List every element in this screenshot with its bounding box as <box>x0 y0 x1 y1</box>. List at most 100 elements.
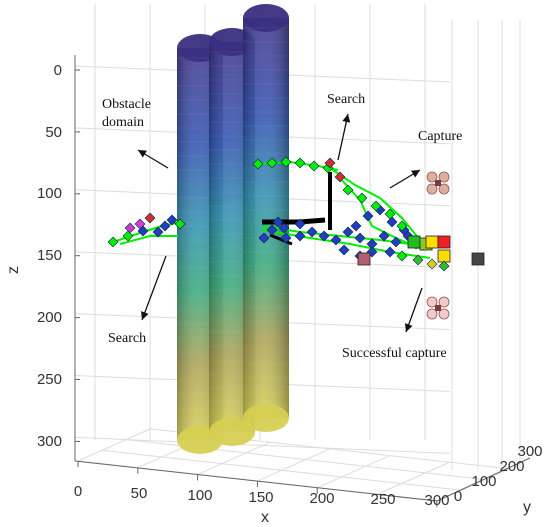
obstacle-cylinder <box>243 4 289 432</box>
grid-line <box>197 441 270 475</box>
annotation-search-right: Search <box>327 92 365 107</box>
x-tick-label: 50 <box>131 485 148 502</box>
agent-square <box>437 235 451 249</box>
agent-square <box>471 252 485 266</box>
path-marker <box>294 157 306 169</box>
path-marker <box>272 216 284 228</box>
y-axis-label: y <box>523 499 531 516</box>
path-marker <box>252 158 264 170</box>
x-tick-label: 200 <box>309 490 334 507</box>
path-marker <box>122 230 134 242</box>
path-marker <box>384 208 396 220</box>
annotation-search-left: Search <box>108 331 146 346</box>
path-marker <box>266 224 278 236</box>
annotation-capture: Capture <box>418 129 462 144</box>
drone-rotor <box>438 171 450 183</box>
path-marker <box>266 157 278 169</box>
grid-line <box>257 448 330 482</box>
grid-line <box>101 449 463 491</box>
path-black-intercept <box>262 217 326 225</box>
path-marker <box>134 218 146 230</box>
annotation-arrows <box>137 113 423 333</box>
drone-rotor <box>426 183 438 195</box>
z-tick-label: 300 <box>37 433 62 450</box>
path-capture <box>329 167 421 241</box>
arrow-search-left <box>141 255 167 321</box>
drone-rotor <box>426 171 438 183</box>
y-tick-label: 100 <box>471 473 496 490</box>
annotation-obstacle-domain: Obstacle domain <box>102 97 151 130</box>
y-tick-label: 0 <box>454 488 462 505</box>
path-marker <box>390 236 402 248</box>
x-tick-label: 150 <box>248 489 273 506</box>
annotation-successful-capture: Successful capture <box>342 346 447 361</box>
obstacle-domain <box>177 4 289 454</box>
path-marker <box>378 230 390 242</box>
z-tick-label: 250 <box>37 371 62 388</box>
agent-square <box>425 235 439 249</box>
z-axis-ticks: 0 50 100 150 200 250 300 <box>37 62 62 450</box>
y-tick-label: 300 <box>517 443 542 460</box>
agent-square <box>437 249 451 263</box>
arrow-successful-capture-head <box>404 323 413 332</box>
drone-body <box>435 180 441 186</box>
z-tick-label: 200 <box>37 309 62 326</box>
grid-line <box>376 462 450 495</box>
cylinder-bottom-cap <box>243 404 289 432</box>
x-axis-ticks: 0 50 100 150 200 250 300 <box>74 483 450 509</box>
x-tick-label: 0 <box>74 483 82 500</box>
x-tick-label: 300 <box>424 492 449 509</box>
path-marker <box>144 212 156 224</box>
captured-drone-icon <box>426 296 450 320</box>
x-tick-label: 250 <box>370 491 395 508</box>
path-left-search-low <box>119 235 178 245</box>
path-marker <box>412 254 424 266</box>
agent-square <box>357 252 371 266</box>
x-axis-label: x <box>261 509 269 526</box>
path-marker <box>308 160 320 172</box>
z-axis-label: z <box>5 266 22 274</box>
arrow-obstacle-domain-head <box>138 150 147 158</box>
path-marker <box>280 232 292 244</box>
cylinder-shading <box>243 18 289 418</box>
y-axis-line <box>436 457 531 502</box>
path-marker <box>124 222 136 234</box>
z-tick-label: 0 <box>54 62 62 79</box>
path-marker <box>107 236 119 248</box>
path-marker <box>159 220 171 232</box>
annotation-text: Obstacle <box>102 97 151 112</box>
cylinder-top-cap <box>243 4 289 32</box>
path-capture <box>337 175 425 251</box>
agent-markers <box>107 156 485 320</box>
path-marker <box>166 214 178 226</box>
y-axis-ticks: 0 100 200 300 <box>454 443 543 505</box>
path-marker <box>354 232 366 244</box>
path-marker <box>356 192 368 204</box>
path-marker <box>342 226 354 238</box>
path-marker <box>174 218 186 230</box>
path-marker <box>384 246 396 258</box>
z-tick-label: 150 <box>37 247 62 264</box>
arrow-search-left-head <box>141 311 149 320</box>
path-marker <box>338 244 350 256</box>
path-marker <box>350 220 362 232</box>
drone-rotor <box>438 296 450 308</box>
path-marker <box>318 230 330 242</box>
path-marker <box>258 232 270 244</box>
grid-line <box>77 428 151 462</box>
path-marker <box>152 226 164 238</box>
grid-line <box>316 455 390 489</box>
x-axis-line <box>74 460 438 502</box>
cylinder-bottom-cap <box>209 418 255 446</box>
drone-rotor <box>438 183 450 195</box>
path-marker <box>294 218 306 230</box>
grid-lines <box>74 4 521 502</box>
drone-body <box>435 305 441 311</box>
drone-rotor <box>426 296 438 308</box>
path-black-segment <box>269 233 293 246</box>
z-tick-label: 100 <box>37 185 62 202</box>
path-marker <box>280 156 292 168</box>
path-marker <box>334 171 346 183</box>
path-marker <box>396 220 408 232</box>
